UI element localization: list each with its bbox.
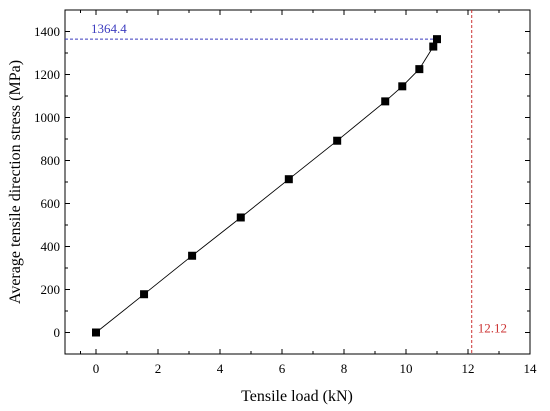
data-point (92, 328, 100, 337)
reference-label-vertical: 12.12 (478, 321, 507, 336)
y-tick-label: 600 (41, 196, 61, 211)
y-tick-label: 800 (41, 153, 61, 168)
y-tick-label: 0 (54, 325, 61, 340)
data-point (415, 65, 424, 74)
y-tick-label: 200 (41, 282, 61, 297)
x-tick-label: 14 (524, 361, 538, 376)
y-tick-label: 400 (41, 239, 61, 254)
x-tick-label: 12 (462, 361, 475, 376)
x-tick-label: 8 (341, 361, 348, 376)
reference-label-horizontal: 1364.4 (91, 21, 127, 36)
reference-lines: 1364.4 12.12 (65, 10, 507, 354)
data-point (236, 213, 245, 222)
data-point (188, 251, 197, 260)
data-point (429, 42, 438, 51)
series (92, 35, 441, 337)
y-tick-label: 1400 (34, 24, 60, 39)
y-axis-label: Average tensile direction stress (MPa) (7, 60, 24, 304)
plot-frame (64, 9, 531, 355)
x-tick-label: 0 (93, 361, 100, 376)
x-tick-label: 4 (217, 361, 224, 376)
x-axis-ticks: 0 2 4 6 8 10 12 14 (80, 10, 538, 376)
y-tick-label: 1000 (34, 110, 60, 125)
data-point (284, 175, 293, 184)
x-tick-label: 10 (400, 361, 413, 376)
data-point (140, 290, 149, 299)
data-point (333, 136, 342, 145)
x-tick-label: 6 (279, 361, 286, 376)
data-point (433, 35, 441, 44)
x-axis-label: Tensile load (kN) (241, 388, 353, 405)
series-line (95, 38, 438, 333)
data-point (381, 97, 390, 106)
y-axis-ticks: 0 200 400 600 800 1000 1200 1400 (34, 9, 530, 355)
data-point (398, 82, 407, 91)
y-tick-label: 1200 (34, 67, 60, 82)
x-tick-label: 2 (155, 361, 162, 376)
